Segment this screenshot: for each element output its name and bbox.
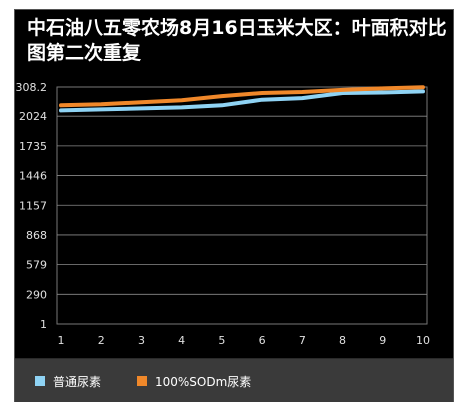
x-tick-label: 7 bbox=[299, 334, 306, 347]
y-tick-label: 868 bbox=[26, 229, 47, 242]
data-point bbox=[99, 107, 103, 111]
data-point bbox=[300, 96, 304, 100]
data-point bbox=[381, 86, 385, 90]
y-tick-label: 1 bbox=[40, 318, 47, 331]
chart-title: 中石油八五零农场8月16日玉米大区：叶面积对比图第二次重复 bbox=[27, 17, 447, 64]
legend-label: 普通尿素 bbox=[53, 374, 102, 389]
y-tick-label: 290 bbox=[26, 288, 47, 301]
data-point bbox=[59, 103, 63, 107]
y-tick-label: 2024 bbox=[19, 110, 47, 123]
x-tick-label: 6 bbox=[259, 334, 266, 347]
x-tick-label: 3 bbox=[138, 334, 145, 347]
legend-swatch bbox=[35, 376, 45, 386]
y-tick-label: 1157 bbox=[19, 199, 47, 212]
x-tick-label: 4 bbox=[178, 334, 185, 347]
data-point bbox=[59, 108, 63, 112]
x-tick-label: 1 bbox=[58, 334, 65, 347]
data-point bbox=[260, 98, 264, 102]
legend-label: 100%SODm尿素 bbox=[155, 374, 252, 389]
x-tick-label: 9 bbox=[379, 334, 386, 347]
y-tick-label: 2308.2 bbox=[15, 81, 47, 94]
x-tick-label: 10 bbox=[416, 334, 430, 347]
legend-swatch bbox=[137, 376, 147, 386]
data-point bbox=[381, 90, 385, 94]
chart-plot: 1 290 579 868 1157 1446 1735 2024 2308.2 1 2 3 4 5 6 7… bbox=[15, 81, 431, 347]
x-axis-ticks: 1 2 3 4 5 6 7 8 9 10 bbox=[58, 334, 431, 347]
legend-item-0: 普通尿素 bbox=[35, 374, 102, 389]
data-point bbox=[341, 88, 345, 92]
data-point bbox=[139, 106, 143, 110]
y-tick-label: 1735 bbox=[19, 140, 47, 153]
data-point bbox=[220, 94, 224, 98]
data-point bbox=[180, 98, 184, 102]
x-tick-label: 5 bbox=[218, 334, 225, 347]
data-point bbox=[341, 91, 345, 95]
series-line-0 bbox=[59, 89, 425, 113]
data-point bbox=[180, 105, 184, 109]
y-tick-label: 579 bbox=[26, 259, 47, 272]
data-point bbox=[421, 89, 425, 93]
data-point bbox=[260, 91, 264, 95]
series-line-1 bbox=[59, 85, 425, 108]
legend-item-1: 100%SODm尿素 bbox=[137, 374, 252, 389]
y-axis-ticks: 1 290 579 868 1157 1446 1735 2024 2308.2 bbox=[15, 81, 47, 331]
y-tick-label: 1446 bbox=[19, 170, 47, 183]
grid-lines bbox=[57, 115, 427, 295]
x-tick-label: 2 bbox=[98, 334, 105, 347]
data-point bbox=[300, 90, 304, 94]
legend: 普通尿素 100%SODm尿素 bbox=[15, 358, 453, 402]
x-tick-label: 8 bbox=[339, 334, 346, 347]
chart-frame: 中石油八五零农场8月16日玉米大区：叶面积对比图第二次重复 1 290 579 868… bbox=[14, 9, 454, 402]
data-point bbox=[139, 100, 143, 104]
data-point bbox=[99, 102, 103, 106]
series-lines bbox=[59, 85, 425, 113]
data-point bbox=[421, 85, 425, 89]
data-point bbox=[220, 103, 224, 107]
